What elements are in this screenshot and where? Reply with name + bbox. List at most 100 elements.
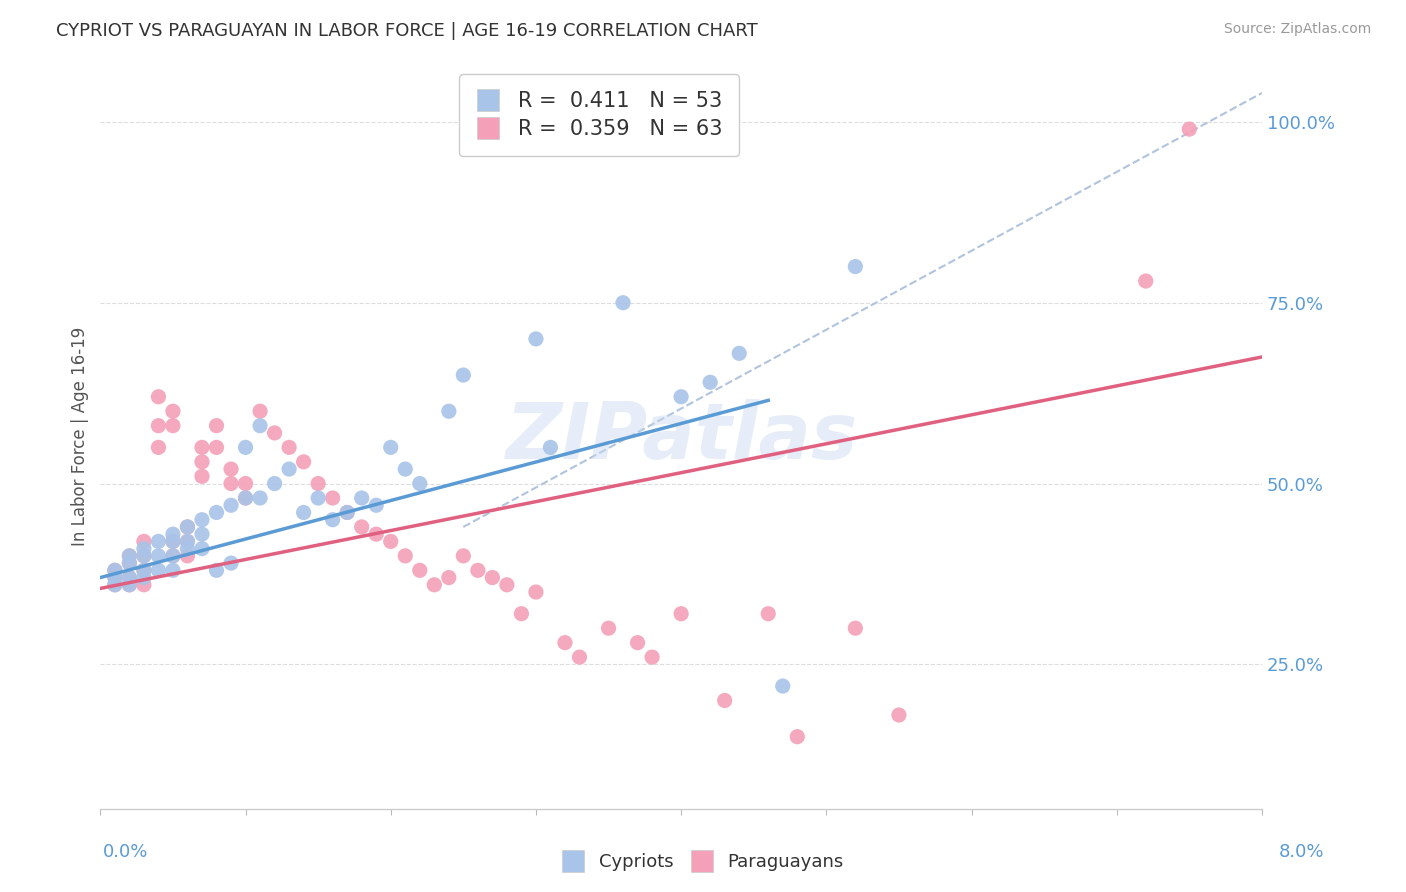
Point (205, 441, 228, 455)
Point (162, 563, 184, 577)
Point (132, 549, 155, 563)
Point (148, 534, 170, 549)
Point (219, 498, 242, 512)
Point (380, 534, 402, 549)
Point (191, 513, 214, 527)
Point (235, 441, 257, 455)
Point (205, 418, 228, 433)
Point (366, 498, 388, 512)
Point (148, 390, 170, 404)
Point (132, 563, 155, 577)
Point (292, 455, 315, 469)
Point (219, 476, 242, 491)
Point (278, 441, 301, 455)
Point (191, 455, 214, 469)
Point (176, 520, 198, 534)
Point (772, 679, 794, 693)
Point (132, 549, 155, 563)
Point (786, 730, 808, 744)
Point (235, 476, 257, 491)
Point (162, 534, 184, 549)
Point (394, 549, 416, 563)
Point (669, 607, 692, 621)
Point (249, 418, 271, 433)
Point (205, 563, 228, 577)
Point (118, 556, 141, 570)
Point (162, 534, 184, 549)
Point (118, 570, 141, 584)
Point (118, 549, 141, 563)
Point (524, 585, 547, 599)
Point (409, 476, 432, 491)
Point (1135, 274, 1157, 288)
Point (626, 635, 648, 649)
Point (554, 635, 576, 649)
Legend: Cypriots, Paraguayans: Cypriots, Paraguayans (555, 847, 851, 879)
Point (336, 506, 359, 520)
Point (292, 506, 315, 520)
Point (162, 527, 184, 541)
Point (148, 441, 170, 455)
Point (118, 578, 141, 592)
Point (467, 563, 489, 577)
Point (336, 506, 359, 520)
Point (453, 368, 475, 382)
Point (132, 563, 155, 577)
Point (540, 441, 562, 455)
Point (191, 469, 214, 483)
Point (205, 506, 228, 520)
Point (162, 404, 184, 418)
Point (887, 708, 910, 723)
Point (1178, 122, 1201, 136)
Point (104, 578, 127, 592)
Point (132, 534, 155, 549)
Point (162, 549, 184, 563)
Point (148, 418, 170, 433)
Point (713, 693, 735, 707)
Point (104, 578, 127, 592)
Point (235, 491, 257, 505)
Text: 8.0%: 8.0% (1279, 843, 1324, 861)
Point (191, 441, 214, 455)
Point (235, 491, 257, 505)
Point (176, 541, 198, 556)
Point (756, 607, 779, 621)
Point (191, 541, 214, 556)
Text: ZIPatlas: ZIPatlas (505, 399, 858, 475)
Point (104, 563, 127, 577)
Y-axis label: In Labor Force | Age 16-19: In Labor Force | Age 16-19 (72, 326, 89, 546)
Point (132, 570, 155, 584)
Point (118, 556, 141, 570)
Point (844, 621, 866, 635)
Point (249, 404, 271, 418)
Text: Source: ZipAtlas.com: Source: ZipAtlas.com (1223, 22, 1371, 37)
Point (394, 462, 416, 476)
Point (409, 563, 432, 577)
Text: CYPRIOT VS PARAGUAYAN IN LABOR FORCE | AGE 16-19 CORRELATION CHART: CYPRIOT VS PARAGUAYAN IN LABOR FORCE | A… (56, 22, 758, 40)
Point (699, 376, 721, 390)
Point (322, 491, 344, 505)
Point (510, 607, 533, 621)
Point (641, 650, 664, 665)
Point (176, 534, 198, 549)
Point (148, 563, 170, 577)
Point (263, 476, 285, 491)
Point (524, 332, 547, 346)
Point (481, 570, 503, 584)
Point (219, 462, 242, 476)
Point (598, 621, 620, 635)
Point (104, 570, 127, 584)
Point (453, 549, 475, 563)
Point (669, 390, 692, 404)
Point (612, 295, 634, 310)
Point (104, 570, 127, 584)
Point (844, 260, 866, 274)
Point (263, 425, 285, 440)
Point (148, 549, 170, 563)
Point (176, 549, 198, 563)
Point (162, 418, 184, 433)
Point (191, 527, 214, 541)
Point (307, 491, 329, 505)
Point (437, 404, 460, 418)
Point (568, 650, 591, 665)
